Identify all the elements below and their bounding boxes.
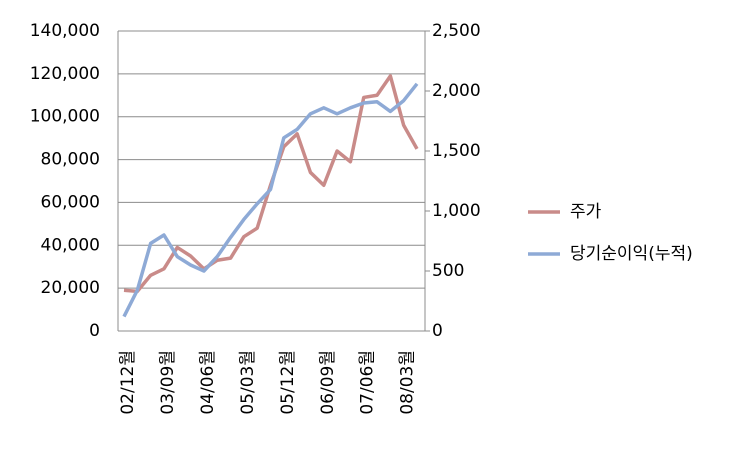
y-tick-label: 120,000 (30, 64, 100, 84)
x-tick-label: 05/03월 (238, 350, 258, 415)
series-line (122, 82, 419, 318)
x-tick-label: 06/09월 (318, 350, 338, 415)
x-tick-label: 08/03월 (398, 350, 418, 415)
y2-tick-label: 1,000 (432, 201, 481, 221)
y-tick-label: 0 (89, 321, 100, 341)
y2-tick-label: 500 (432, 261, 464, 281)
legend-label: 당기순이익(누적) (570, 244, 693, 264)
y2-tick-label: 2,500 (432, 21, 481, 41)
y-tick-label: 60,000 (41, 192, 100, 212)
x-tick-label: 03/09월 (158, 350, 178, 415)
y-tick-label: 140,000 (30, 21, 100, 41)
y2-tick-label: 1,500 (432, 141, 481, 161)
y-tick-label: 100,000 (30, 107, 100, 127)
x-tick-label: 02/12월 (118, 350, 138, 415)
legend-label: 주가 (570, 202, 602, 222)
x-tick-label: 05/12월 (278, 350, 298, 415)
x-tick-label: 04/06월 (198, 350, 218, 415)
y2-tick-label: 2,000 (432, 81, 481, 101)
y-tick-label: 20,000 (41, 278, 100, 298)
y-tick-label: 40,000 (41, 235, 100, 255)
y-tick-label: 80,000 (41, 150, 100, 170)
y2-tick-label: 0 (432, 321, 443, 341)
x-tick-label: 07/06월 (358, 350, 378, 415)
